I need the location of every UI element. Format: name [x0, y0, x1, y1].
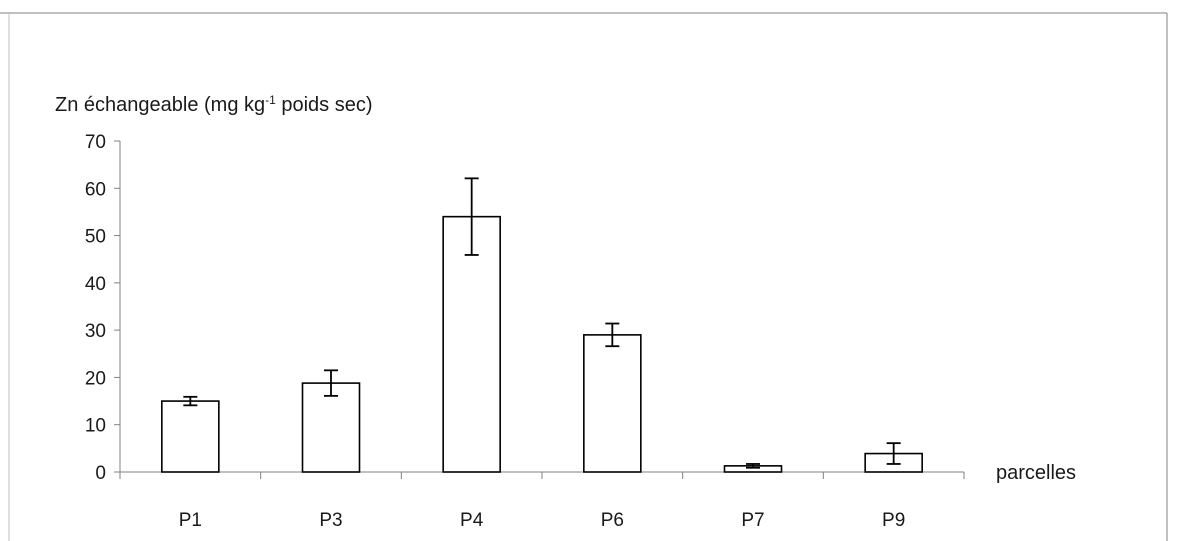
- y-tick-label: 0: [95, 463, 106, 484]
- y-axis: 0 10 20 30 40 50 60 70: [85, 132, 121, 484]
- bar-p3: [301, 382, 361, 473]
- error-bar-p3: [324, 369, 338, 397]
- bar-p6: [583, 334, 642, 473]
- bar-p1: [161, 400, 220, 473]
- x-axis: P1 P3 P4 P6 P7 P9: [119, 471, 965, 531]
- bar-series: [161, 215, 923, 473]
- x-axis-label: parcelles: [996, 462, 1076, 484]
- x-tick-label-p3: P3: [319, 510, 342, 531]
- error-bar-p1: [183, 395, 198, 407]
- x-tick-label-p6: P6: [601, 510, 624, 531]
- y-axis-label-suffix: poids sec): [276, 94, 373, 116]
- error-bar-series: [183, 177, 901, 469]
- y-tick-label: 20: [85, 368, 106, 389]
- x-tick-label-p7: P7: [741, 510, 764, 531]
- y-tick-label: 40: [85, 274, 106, 295]
- y-axis-label-main: Zn échangeable (mg kg: [55, 94, 265, 116]
- x-tick-label-p9: P9: [882, 510, 905, 531]
- bar-p4: [442, 215, 501, 473]
- error-bar-p4: [464, 177, 479, 256]
- y-tick-label: 30: [85, 321, 106, 342]
- y-tick-label: 50: [85, 227, 106, 248]
- x-tick-label-p4: P4: [460, 510, 484, 531]
- y-axis-label-superscript: -1: [265, 93, 276, 107]
- y-tick-label: 10: [85, 416, 106, 437]
- error-bar-p9: [886, 442, 901, 465]
- x-tick-label-p1: P1: [179, 510, 202, 531]
- error-bar-p6: [605, 322, 620, 348]
- error-bar-p7: [746, 463, 760, 469]
- y-tick-label: 70: [85, 132, 106, 153]
- y-axis-label: Zn échangeable (mg kg-1 poids sec): [55, 93, 373, 116]
- y-tick-label: 60: [85, 179, 106, 200]
